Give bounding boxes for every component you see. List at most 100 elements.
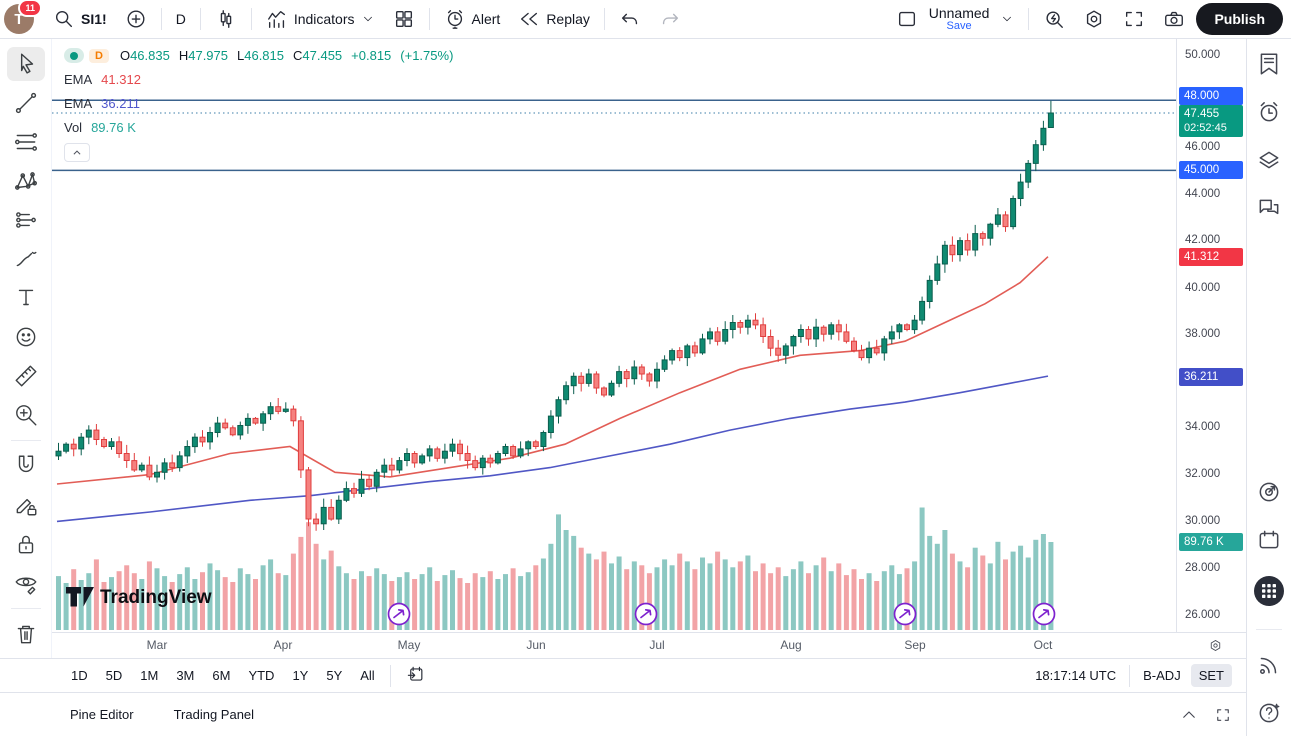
camera-icon: [1165, 11, 1184, 27]
layout-templates-button[interactable]: [386, 4, 422, 34]
contract-rollover-marker[interactable]: [634, 602, 658, 626]
price-axis[interactable]: 50.000 46.000 44.000 42.000 40.000 38.000 34.0…: [1176, 39, 1246, 632]
apps-menu-icon[interactable]: [1253, 575, 1285, 607]
contract-rollover-marker[interactable]: [1032, 602, 1056, 626]
range-button-1y[interactable]: 1Y: [285, 664, 315, 687]
pattern-tool-button[interactable]: [7, 164, 45, 198]
publish-button[interactable]: Publish: [1196, 3, 1283, 35]
volume-legend-row[interactable]: Vol 89.76 K: [64, 119, 453, 136]
replay-button[interactable]: Replay: [511, 4, 597, 34]
toolbar-divider: [199, 8, 201, 30]
month-label: May: [397, 638, 421, 652]
range-toolbar: 1D 5D 1M 3M 6M YTD 1Y 5Y All 18:17:14 UTC B-ADJ …: [0, 658, 1246, 692]
drawing-mode-lock-button[interactable]: [7, 488, 45, 522]
emoji-tool-button[interactable]: [7, 320, 45, 354]
panel-maximize-icon[interactable]: [1214, 706, 1232, 724]
contract-rollover-marker[interactable]: [387, 602, 411, 626]
symbol-search-button[interactable]: SI1!: [46, 4, 114, 34]
range-button-ytd[interactable]: YTD: [241, 664, 281, 687]
low-value: 46.815: [244, 48, 284, 63]
panel-chevron-up-icon[interactable]: [1180, 706, 1198, 724]
go-to-date-button[interactable]: [399, 661, 432, 691]
bottom-panel-controls: [1180, 706, 1232, 724]
ema-slow-line[interactable]: [56, 375, 1049, 523]
range-button-1d[interactable]: 1D: [64, 664, 95, 687]
indicators-button[interactable]: Indicators: [259, 4, 382, 34]
compare-add-button[interactable]: [118, 4, 154, 34]
hide-drawings-button[interactable]: [7, 566, 45, 600]
pine-editor-tab[interactable]: Pine Editor: [70, 707, 134, 722]
price-chart[interactable]: TradingView: [52, 39, 1176, 632]
tradingview-watermark: TradingView: [66, 587, 212, 608]
plus-circle-icon: [127, 10, 145, 28]
fib-tool-button[interactable]: [7, 125, 45, 159]
snapshot-button[interactable]: [1156, 4, 1192, 34]
streams-feed-icon[interactable]: [1256, 652, 1282, 678]
layout-square-icon: [898, 11, 915, 27]
layout-select-button[interactable]: [889, 4, 925, 34]
brush-tool-button[interactable]: [7, 242, 45, 276]
chart-style-button[interactable]: [208, 4, 244, 34]
text-tool-button[interactable]: [7, 281, 45, 315]
settings-button[interactable]: [1076, 4, 1112, 34]
remove-drawings-button[interactable]: [7, 617, 45, 651]
hotlists-layers-icon[interactable]: [1256, 147, 1282, 173]
layout-save-control[interactable]: Unnamed Save: [929, 6, 990, 32]
calendar-icon[interactable]: [1256, 527, 1282, 553]
watchlist-icon[interactable]: [1256, 51, 1282, 77]
range-button-1m[interactable]: 1M: [133, 664, 165, 687]
month-label: Aug: [780, 638, 802, 652]
zoom-in-tool-button[interactable]: [7, 398, 45, 432]
chart-area[interactable]: TradingView D O46.835 H47.975 L46.815 C4…: [52, 39, 1246, 632]
price-tick: 30.000: [1185, 515, 1221, 527]
cursor-tool-button[interactable]: [6, 47, 45, 81]
forecast-tool-button[interactable]: [7, 203, 45, 237]
lock-all-drawings-button[interactable]: [7, 527, 45, 561]
undo-button[interactable]: [612, 4, 648, 34]
alerts-icon[interactable]: [1256, 99, 1282, 125]
fullscreen-button[interactable]: [1116, 4, 1152, 34]
help-icon[interactable]: [1256, 700, 1282, 726]
price-badge-blue: 45.000: [1179, 161, 1243, 179]
range-button-6m[interactable]: 6M: [205, 664, 237, 687]
ema-fast-legend-row[interactable]: EMA 41.312: [64, 71, 453, 88]
trend-line-tool-button[interactable]: [7, 86, 45, 120]
chat-icon[interactable]: [1256, 195, 1282, 221]
interval-button[interactable]: D: [169, 7, 193, 31]
notification-badge: 11: [18, 0, 42, 17]
save-link[interactable]: Save: [946, 19, 972, 32]
measure-tool-button[interactable]: [7, 359, 45, 393]
grid-layout-icon: [395, 10, 412, 28]
range-button-5y[interactable]: 5Y: [319, 664, 349, 687]
user-avatar[interactable]: T 11: [4, 0, 42, 34]
range-button-5d[interactable]: 5D: [99, 664, 130, 687]
price-tick: 32.000: [1185, 468, 1221, 480]
ema-slow-legend-row[interactable]: EMA 36.211: [64, 95, 453, 112]
alert-button[interactable]: Alert: [437, 4, 508, 34]
price-badge-red: 41.312: [1179, 248, 1243, 266]
month-label: Jul: [649, 638, 665, 652]
ema-fast-line[interactable]: [56, 256, 1049, 485]
symbol-legend-row[interactable]: D O46.835 H47.975 L46.815 C47.455 +0.815…: [64, 47, 453, 64]
settlement-toggle[interactable]: SET: [1190, 664, 1232, 687]
legend-collapse-button[interactable]: [64, 143, 90, 162]
price-tick: 40.000: [1185, 282, 1221, 294]
trading-panel-tab[interactable]: Trading Panel: [173, 707, 255, 722]
range-button-3m[interactable]: 3M: [169, 664, 201, 687]
ideas-target-icon[interactable]: [1256, 479, 1282, 505]
contract-rollover-marker[interactable]: [893, 602, 917, 626]
text-icon: [18, 289, 33, 306]
adjustment-toggle[interactable]: B-ADJ: [1143, 668, 1181, 683]
utc-clock[interactable]: 18:17:14 UTC: [1035, 668, 1117, 683]
alert-label: Alert: [471, 11, 501, 27]
search-icon: [55, 10, 73, 28]
magnet-mode-button[interactable]: [7, 449, 45, 483]
ruler-icon: [15, 365, 36, 387]
layout-menu-button[interactable]: [993, 8, 1021, 30]
range-button-all[interactable]: All: [353, 664, 381, 687]
price-scale-gear-icon[interactable]: [1207, 637, 1224, 654]
quick-search-button[interactable]: [1036, 4, 1072, 34]
time-axis[interactable]: Mar Apr May Jun Jul Aug Sep Oct: [52, 632, 1246, 658]
redo-button[interactable]: [652, 4, 688, 34]
layout-name: Unnamed: [928, 4, 990, 21]
